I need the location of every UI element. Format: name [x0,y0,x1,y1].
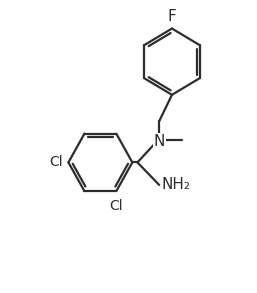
Text: Cl: Cl [50,155,63,169]
Text: NH₂: NH₂ [162,178,191,193]
Text: F: F [168,9,176,24]
Text: N: N [153,134,165,149]
Text: Cl: Cl [109,199,123,212]
